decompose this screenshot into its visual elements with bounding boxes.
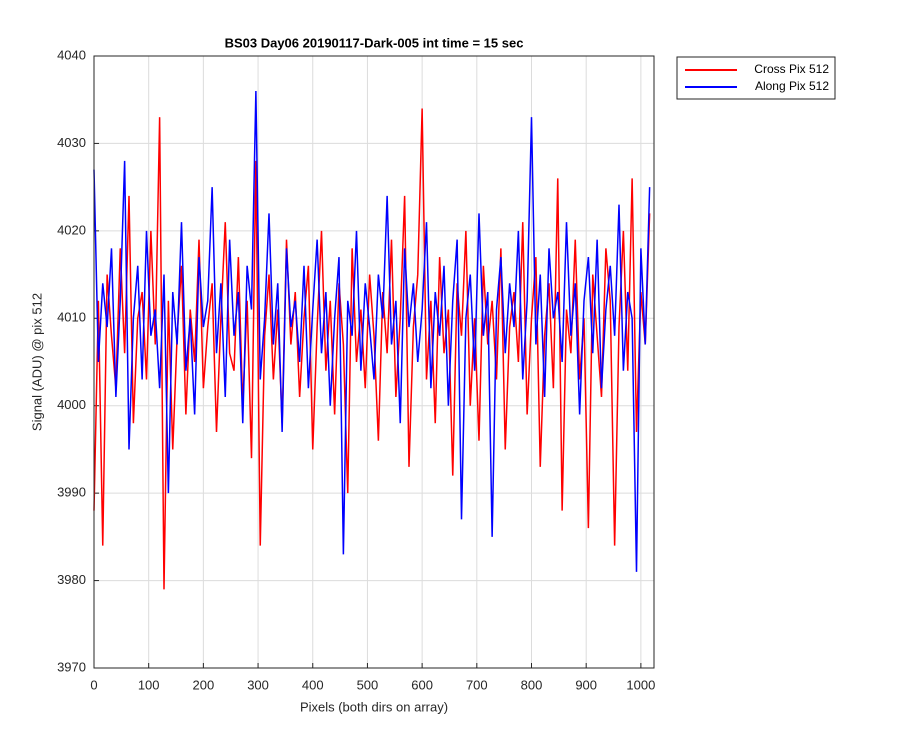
y-tick-label: 4030: [57, 135, 86, 150]
y-tick-label: 4010: [57, 310, 86, 325]
legend-label: Along Pix 512: [755, 79, 829, 93]
y-axis-label: Signal (ADU) @ pix 512: [29, 293, 44, 431]
x-axis-label: Pixels (both dirs on array): [300, 699, 448, 714]
x-tick-label: 1000: [626, 677, 655, 692]
x-tick-label: 900: [575, 677, 597, 692]
x-tick-label: 600: [411, 677, 433, 692]
legend-label: Cross Pix 512: [754, 62, 829, 76]
x-tick-label: 300: [247, 677, 269, 692]
x-tick-label: 500: [357, 677, 379, 692]
x-tick-label: 800: [521, 677, 543, 692]
x-tick-label: 700: [466, 677, 488, 692]
y-tick-label: 3970: [57, 659, 86, 674]
y-tick-label: 4020: [57, 222, 86, 237]
y-tick-label: 4000: [57, 397, 86, 412]
series-line: [93, 90, 651, 572]
x-tick-label: 100: [138, 677, 160, 692]
series-line: [93, 108, 651, 590]
x-tick-label: 200: [193, 677, 215, 692]
y-tick-label: 3990: [57, 485, 86, 500]
plot-frame: [93, 55, 655, 669]
y-tick-label: 3980: [57, 572, 86, 587]
y-tick-label: 4040: [57, 47, 86, 62]
x-tick-label: 0: [90, 677, 97, 692]
legend-box: [676, 56, 836, 100]
x-tick-label: 400: [302, 677, 324, 692]
chart-title: BS03 Day06 20190117-Dark-005 int time = …: [225, 35, 524, 50]
